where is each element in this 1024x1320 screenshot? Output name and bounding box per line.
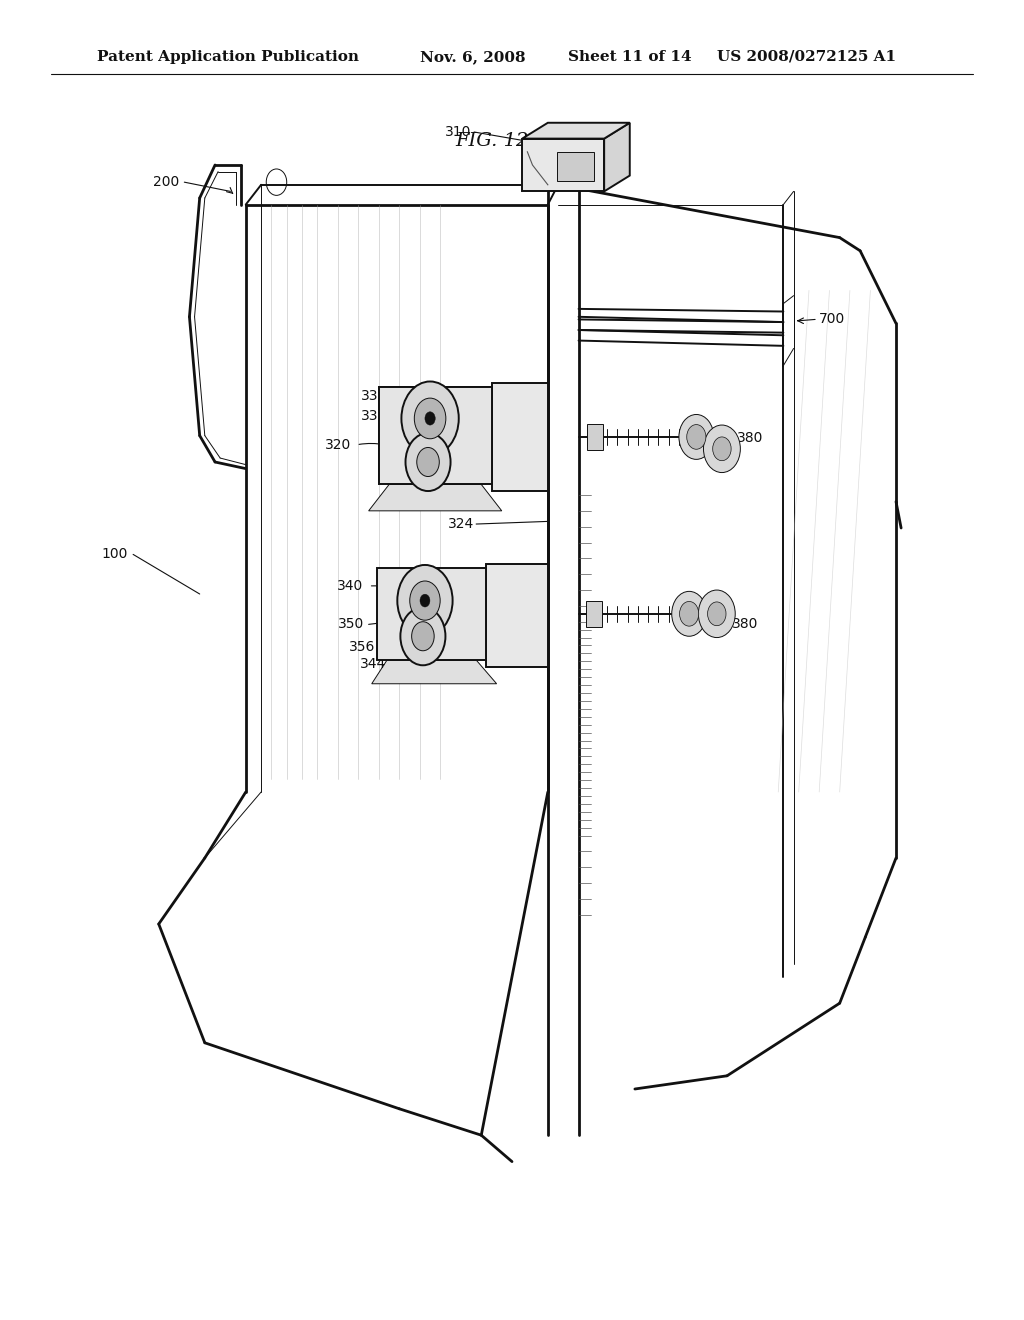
Text: US 2008/0272125 A1: US 2008/0272125 A1: [717, 50, 896, 63]
Text: 336: 336: [360, 389, 387, 403]
Circle shape: [708, 602, 726, 626]
Circle shape: [679, 414, 714, 459]
Circle shape: [420, 594, 430, 607]
Bar: [377, 568, 486, 660]
Bar: [557, 152, 594, 181]
Text: 356: 356: [349, 640, 376, 653]
Text: 324: 324: [447, 517, 474, 531]
Circle shape: [415, 399, 445, 438]
Text: 380: 380: [737, 432, 764, 445]
Circle shape: [698, 590, 735, 638]
Circle shape: [401, 381, 459, 455]
Text: 320: 320: [325, 438, 351, 451]
Circle shape: [680, 602, 698, 626]
Text: FIG. 12: FIG. 12: [455, 132, 528, 150]
Text: Nov. 6, 2008: Nov. 6, 2008: [420, 50, 525, 63]
Circle shape: [687, 425, 706, 449]
Circle shape: [417, 447, 439, 477]
Text: 330: 330: [360, 409, 387, 422]
Circle shape: [713, 437, 731, 461]
Text: 100: 100: [101, 548, 128, 561]
Text: 700: 700: [819, 313, 846, 326]
Polygon shape: [604, 123, 630, 191]
Polygon shape: [486, 564, 548, 667]
Text: 310: 310: [444, 125, 471, 139]
Circle shape: [397, 565, 453, 636]
Text: 344: 344: [359, 657, 386, 671]
Text: 340: 340: [337, 579, 364, 593]
Text: Sheet 11 of 14: Sheet 11 of 14: [568, 50, 692, 63]
Circle shape: [703, 425, 740, 473]
Polygon shape: [522, 123, 630, 139]
Bar: [586, 601, 602, 627]
Polygon shape: [372, 660, 497, 684]
Circle shape: [410, 581, 440, 620]
Polygon shape: [492, 383, 548, 491]
Circle shape: [425, 412, 435, 425]
Circle shape: [412, 622, 434, 651]
Circle shape: [406, 433, 451, 491]
Bar: [587, 424, 603, 450]
Polygon shape: [369, 484, 502, 511]
Text: 200: 200: [153, 176, 179, 189]
Circle shape: [400, 607, 445, 665]
Text: 350: 350: [338, 618, 365, 631]
Text: 380: 380: [732, 618, 759, 631]
Bar: [522, 139, 604, 191]
Bar: [379, 387, 492, 484]
Text: Patent Application Publication: Patent Application Publication: [97, 50, 359, 63]
Circle shape: [672, 591, 707, 636]
